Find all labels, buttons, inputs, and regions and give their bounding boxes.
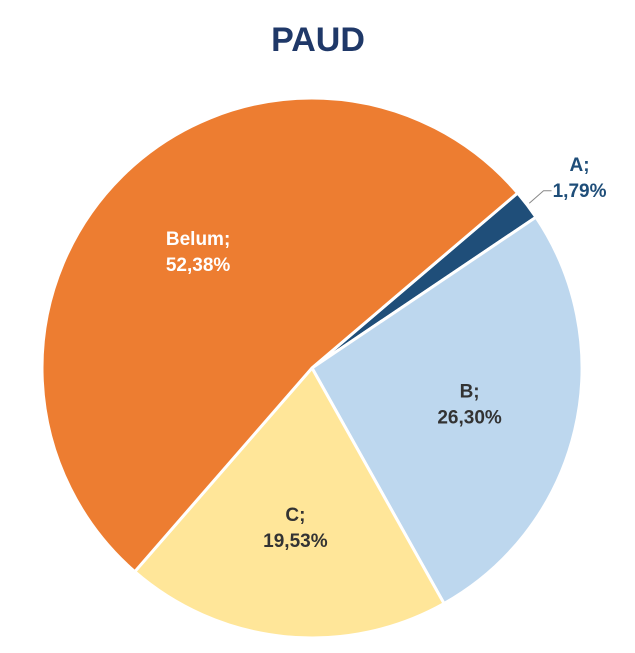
leader-line <box>528 190 552 204</box>
pie-slice <box>40 96 520 574</box>
data-label-name: Belum; <box>166 229 230 250</box>
data-label-value: 26,30% <box>437 408 502 429</box>
data-label-value: 52,38% <box>166 255 231 276</box>
data-label-value: 19,53% <box>263 531 328 552</box>
data-label-value: 1,79% <box>553 181 607 202</box>
pie-slice <box>310 215 584 606</box>
data-label-name: B; <box>460 382 480 403</box>
pie-slice <box>132 365 447 640</box>
data-label-name: C; <box>285 505 305 526</box>
data-label-name: A; <box>570 155 590 176</box>
chart-title: PAUD <box>271 21 365 59</box>
